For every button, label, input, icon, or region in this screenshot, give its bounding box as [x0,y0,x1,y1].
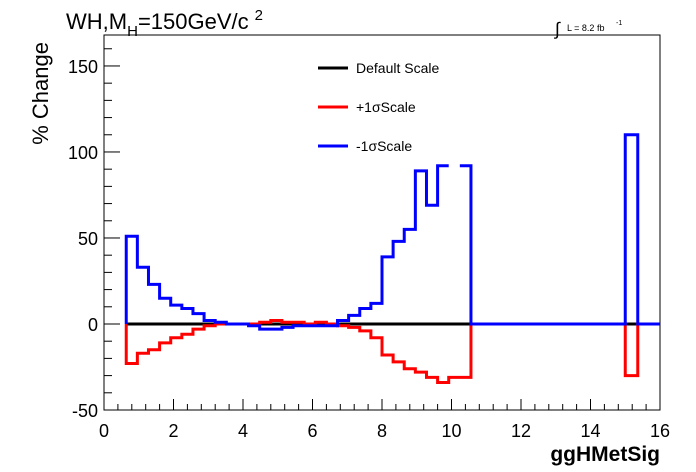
x-tick-label: 2 [168,421,178,441]
lumi-superscript: -1 [616,20,622,27]
luminosity-label: ∫ L = 8.2 fb -1 [553,19,622,39]
lumi-text: L = 8.2 fb [567,23,604,33]
title-subscript: H [127,23,138,40]
legend-label: +1σScale [356,99,416,115]
y-tick-label: 100 [68,143,98,163]
x-tick-label: 16 [650,421,670,441]
legend-label: Default Scale [356,60,439,76]
y-tick-label: 0 [88,315,98,335]
title-main: WH,M [66,9,127,34]
series-1-scale-line [124,319,660,384]
x-tick-label: 4 [238,421,248,441]
integral-sign: ∫ [553,19,561,39]
x-tick-label: 6 [307,421,317,441]
y-axis-title: % Change [28,42,53,145]
x-tick-label: 8 [377,421,387,441]
y-tick-label: 50 [78,229,98,249]
series-1-scale-line [124,133,660,331]
x-tick-label: 14 [580,421,600,441]
x-tick-label: 10 [441,421,461,441]
x-tick-label: 12 [511,421,531,441]
x-tick-label: 0 [99,421,109,441]
legend: Default Scale +1σScale -1σScale [318,60,439,154]
title-superscript: 2 [255,7,263,24]
chart-title: WH,MH=150GeV/c 2 [66,7,263,40]
title-rest: =150GeV/c [138,9,249,34]
series-layer [124,133,660,384]
y-tick-label: -50 [72,401,98,421]
y-tick-label: 150 [68,57,98,77]
x-axis-title: ggHMetSig [550,443,660,466]
legend-label: -1σScale [356,138,412,154]
